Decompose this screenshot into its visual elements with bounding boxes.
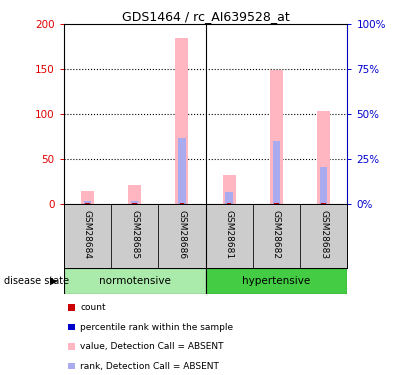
Text: disease state: disease state (4, 276, 69, 286)
Bar (273, 141, 280, 204)
Text: GSM28682: GSM28682 (272, 210, 281, 260)
Bar (226, 192, 233, 204)
Text: normotensive: normotensive (99, 276, 171, 286)
Text: GSM28684: GSM28684 (83, 210, 92, 260)
Title: GDS1464 / rc_AI639528_at: GDS1464 / rc_AI639528_at (122, 10, 289, 23)
Bar (321, 202, 326, 204)
Bar (317, 111, 330, 204)
Text: GSM28683: GSM28683 (319, 210, 328, 260)
Bar (132, 202, 137, 204)
Text: rank, Detection Call = ABSENT: rank, Detection Call = ABSENT (80, 362, 219, 370)
Bar (178, 138, 185, 204)
Bar (320, 166, 327, 204)
Bar (270, 70, 283, 204)
Bar (175, 38, 189, 204)
Bar (81, 191, 94, 204)
Bar (111, 204, 158, 268)
Bar (180, 202, 184, 204)
Bar (206, 268, 347, 294)
Text: count: count (80, 303, 106, 312)
Text: hypertensive: hypertensive (242, 276, 311, 286)
Bar (253, 204, 300, 268)
Bar (64, 204, 111, 268)
Text: GSM28685: GSM28685 (130, 210, 139, 260)
Bar (131, 201, 138, 204)
Bar (274, 202, 279, 204)
Text: percentile rank within the sample: percentile rank within the sample (80, 322, 233, 332)
Text: ▶: ▶ (50, 276, 57, 286)
Bar (128, 186, 141, 204)
Bar (84, 201, 91, 204)
Text: value, Detection Call = ABSENT: value, Detection Call = ABSENT (80, 342, 224, 351)
Bar (206, 204, 253, 268)
Bar (300, 204, 347, 268)
Bar (158, 204, 206, 268)
Bar (85, 202, 90, 204)
Text: GSM28681: GSM28681 (225, 210, 233, 260)
Bar (227, 202, 231, 204)
Text: GSM28686: GSM28686 (178, 210, 186, 260)
Bar (222, 175, 236, 204)
Bar (64, 268, 206, 294)
